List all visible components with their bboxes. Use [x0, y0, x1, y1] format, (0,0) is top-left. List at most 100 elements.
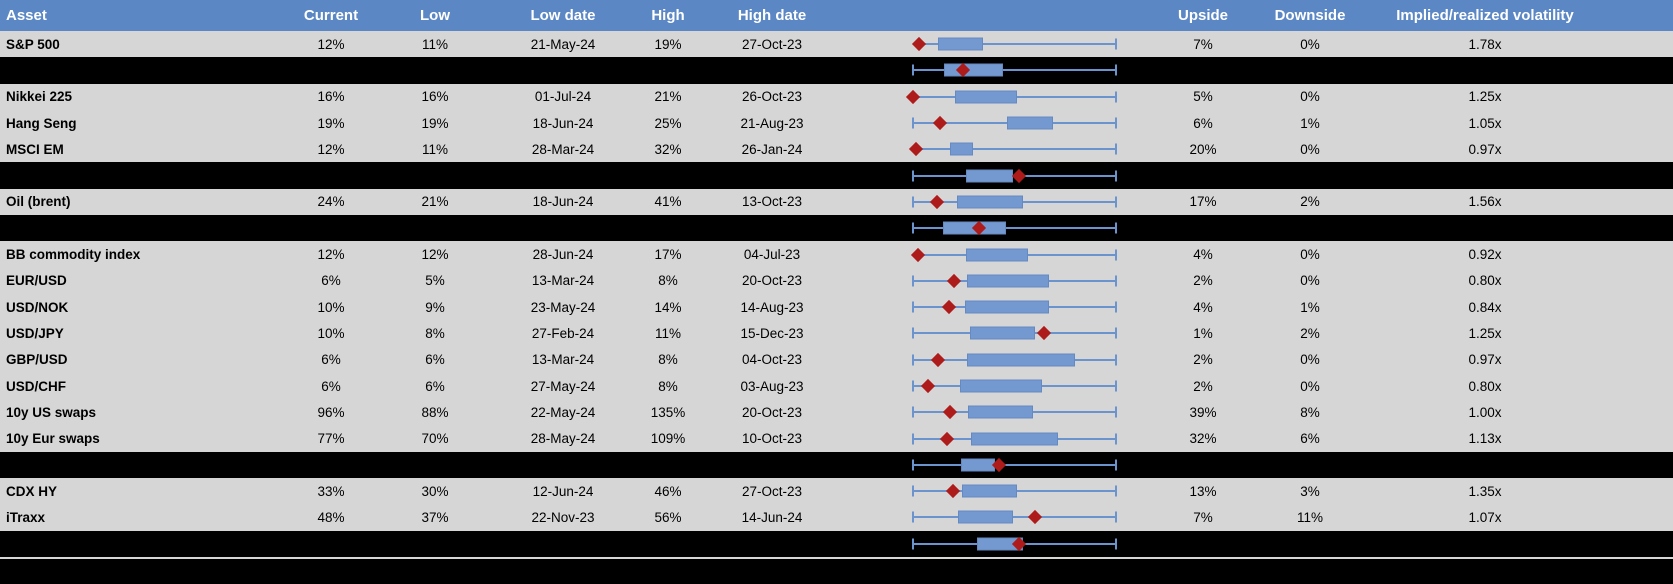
whisker-cap-right	[1115, 170, 1117, 182]
table-row: BB commodity index 12% 12% 28-Jun-24 17%…	[0, 241, 1673, 268]
downside-value: 0%	[1300, 273, 1320, 289]
table-row: USD/JPY 10% 8% 27-Feb-24 11% 15-Dec-23 1…	[0, 320, 1673, 347]
current-value: 12%	[317, 36, 345, 52]
boxplot-cell	[847, 478, 1143, 504]
whisker-line	[916, 148, 1117, 151]
high-date-value: 14-Jun-24	[741, 509, 803, 525]
boxplot-cell	[847, 241, 1143, 267]
low-date-value: 23-May-24	[530, 299, 596, 315]
table-footer-band	[0, 556, 1673, 584]
boxplot-cell	[847, 268, 1143, 294]
low-value: 12%	[421, 247, 449, 263]
boxplot	[912, 320, 1117, 346]
asset-label: USD/JPY	[6, 325, 64, 341]
boxplot-cell	[847, 84, 1143, 110]
column-header-downside: Downside	[1274, 7, 1346, 24]
downside-value: 1%	[1300, 299, 1320, 315]
whisker-cap-left	[912, 64, 914, 76]
box-range	[965, 300, 1049, 314]
high-date-value: 26-Jan-24	[741, 141, 803, 157]
high-date-value: 27-Oct-23	[741, 36, 803, 52]
whisker-cap-left	[912, 433, 914, 445]
low-date-value: 18-Jun-24	[532, 194, 594, 210]
downside-value: 0%	[1300, 89, 1320, 105]
whisker-line	[912, 463, 1117, 466]
downside-value: 2%	[1300, 325, 1320, 341]
current-value: 19%	[317, 115, 345, 131]
high-value: 8%	[658, 273, 678, 289]
downside-value: 3%	[1300, 483, 1320, 499]
low-date-value: 22-May-24	[530, 404, 596, 420]
spacer-row	[0, 215, 1673, 242]
upside-value: 4%	[1193, 247, 1213, 263]
boxplot-cell	[847, 294, 1143, 320]
boxplot	[912, 478, 1117, 504]
whisker-line	[912, 227, 1117, 230]
boxplot	[912, 268, 1117, 294]
table-row: 10y Eur swaps 77% 70% 28-May-24 109% 10-…	[0, 425, 1673, 452]
upside-value: 7%	[1193, 509, 1213, 525]
boxplot	[912, 425, 1117, 451]
box-range	[970, 326, 1035, 340]
current-marker-diamond	[1027, 510, 1043, 525]
high-value: 32%	[654, 141, 682, 157]
implied-realized-volatility-value: 1.35x	[1468, 483, 1502, 499]
column-header-low-date: Low date	[530, 7, 596, 24]
current-marker-diamond	[941, 300, 956, 315]
box-range	[965, 169, 1014, 183]
low-value: 8%	[425, 325, 445, 341]
whisker-cap-left	[912, 170, 914, 182]
upside-value: 32%	[1189, 431, 1217, 447]
whisker-cap-left	[912, 117, 914, 129]
low-date-value: 28-Mar-24	[531, 141, 595, 157]
downside-value: 8%	[1300, 404, 1320, 420]
downside-value: 0%	[1300, 141, 1320, 157]
implied-realized-volatility-value: 1.78x	[1468, 36, 1502, 52]
column-header-asset: Asset	[6, 7, 47, 24]
whisker-cap-left	[912, 222, 914, 234]
column-header-high: High	[651, 7, 685, 24]
current-marker-diamond	[929, 194, 945, 209]
current-value: 10%	[317, 299, 345, 315]
low-value: 19%	[421, 115, 449, 131]
current-value: 16%	[317, 89, 345, 105]
high-date-value: 04-Jul-23	[743, 247, 801, 263]
upside-value: 5%	[1193, 89, 1213, 105]
table-header: Asset Current Low Low date High High dat…	[0, 0, 1673, 31]
box-range	[957, 510, 1014, 524]
low-date-value: 27-Feb-24	[531, 325, 595, 341]
boxplot-cell	[847, 31, 1143, 57]
asset-label: iTraxx	[6, 509, 46, 525]
boxplot	[912, 399, 1117, 425]
boxplot	[912, 162, 1117, 188]
downside-value: 0%	[1300, 378, 1320, 394]
downside-value: 0%	[1300, 36, 1320, 52]
whisker-cap-right	[1115, 91, 1117, 103]
whisker-cap-left	[912, 538, 914, 550]
table-row: S&P 500 12% 11% 21-May-24 19% 27-Oct-23 …	[0, 31, 1673, 58]
boxplot	[912, 110, 1117, 136]
downside-value: 2%	[1300, 194, 1320, 210]
upside-value: 4%	[1193, 299, 1213, 315]
asset-label: Oil (brent)	[6, 194, 71, 210]
boxplot-cell	[847, 189, 1143, 215]
implied-realized-volatility-value: 0.80x	[1468, 378, 1502, 394]
low-value: 6%	[425, 352, 445, 368]
high-value: 135%	[650, 404, 686, 420]
whisker-cap-right	[1115, 249, 1117, 261]
low-date-value: 13-Mar-24	[531, 273, 595, 289]
current-marker-diamond	[1036, 326, 1052, 341]
current-marker-diamond	[905, 89, 921, 104]
implied-realized-volatility-value: 0.97x	[1468, 141, 1502, 157]
boxplot	[912, 57, 1117, 83]
low-date-value: 27-May-24	[530, 378, 596, 394]
high-value: 8%	[658, 378, 678, 394]
low-date-value: 22-Nov-23	[531, 509, 595, 525]
boxplot	[912, 531, 1117, 557]
boxplot	[905, 84, 1117, 110]
high-date-value: 27-Oct-23	[741, 483, 803, 499]
low-date-value: 28-May-24	[530, 431, 596, 447]
whisker-cap-left	[912, 511, 914, 523]
implied-realized-volatility-value: 1.13x	[1468, 431, 1502, 447]
low-value: 11%	[421, 36, 449, 52]
